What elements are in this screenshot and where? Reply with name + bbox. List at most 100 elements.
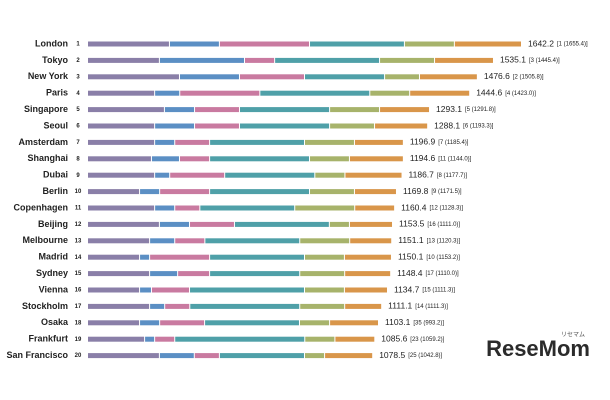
bar-segment [305,74,385,80]
bar-segment [88,107,164,113]
city-label: Copenhagen [13,202,68,212]
bar-segment [380,57,435,63]
bar-segment [179,156,210,162]
previous-label: [9 (1171.5)] [431,189,462,195]
city-label: Seoul [43,120,68,130]
bar-segment [344,254,391,260]
total-label: 1444.6 [476,87,502,97]
city-label: Sydney [36,268,68,278]
bar-segment [299,320,330,326]
bar-segment [330,107,380,113]
total-label: 1642.2 [528,38,554,48]
bar-segment [170,172,225,178]
city-label: Melbourne [22,235,68,245]
bar-segment [325,353,373,359]
bar-segment [315,172,345,178]
previous-label: [14 (1111.3)] [415,304,448,310]
bar-segment [310,189,354,195]
city-label: Paris [46,88,68,98]
bar-segment [219,353,304,359]
rank-label: 17 [75,304,82,310]
rank-label: 5 [76,107,80,113]
bar-segment [88,123,155,129]
bar-segment [155,205,175,211]
bar-segment [165,303,190,309]
bar-segment [305,353,325,359]
bar-segment [354,139,403,145]
bar-segment [380,107,430,113]
previous-label: [12 (1128.3)] [430,206,464,212]
bar-segment [160,189,210,195]
bar-segment [205,238,300,244]
total-label: 1148.4 [397,268,423,278]
rank-label: 19 [75,337,82,343]
rank-label: 11 [75,206,82,212]
total-label: 1476.6 [484,71,510,81]
bar-segment [178,271,210,277]
rank-label: 2 [76,58,80,64]
rank-label: 13 [75,238,82,244]
bar-segment [88,90,155,96]
city-label: Stockholm [22,301,68,311]
bar-segment [345,172,402,178]
previous-label: [13 (1120.3)] [427,238,461,244]
bar-segment [88,254,140,260]
bar-segment [330,320,379,326]
bar-segment [88,320,140,326]
bar-segment [190,287,304,293]
city-label: Tokyo [42,55,68,65]
previous-label: [10 (1153.2)] [426,255,460,261]
previous-label: [6 (1193.3)] [463,124,494,130]
bar-segment [155,90,180,96]
bar-segment [159,221,190,227]
bar-segment [88,57,159,63]
rank-label: 10 [75,189,82,195]
bar-segment [195,107,239,113]
rank-label: 15 [75,271,82,277]
bar-segment [300,303,345,309]
previous-label: [35 (993.2)] [413,320,444,326]
bar-segment [151,156,179,162]
bar-segment [88,156,151,162]
bar-segment [330,123,375,129]
bar-segment [210,139,304,145]
bar-segment [305,254,344,260]
bar-segment [404,41,454,47]
rank-label: 12 [75,222,82,228]
total-label: 1288.1 [434,120,460,130]
bar-segment [150,303,165,309]
bar-segment [150,271,178,277]
bar-segment [150,238,175,244]
bar-segment [140,287,151,293]
previous-label: [3 (1445.4)] [529,58,560,64]
bar-segment [345,271,391,277]
previous-label: [4 (1423.0)] [505,91,536,97]
total-label: 1186.7 [409,169,435,179]
previous-label: [1 (1655.4)] [557,42,588,48]
bar-segment [140,189,160,195]
total-label: 1169.8 [403,186,429,196]
watermark: ReseMom [486,336,590,361]
city-label: San Francisco [6,350,68,360]
bar-segment [195,123,239,129]
rank-label: 3 [76,74,80,80]
rank-label: 1 [76,42,80,48]
rank-label: 7 [76,140,80,146]
bar-segment [151,287,190,293]
previous-label: [23 (1059.2)] [410,337,444,343]
bar-segment [88,172,155,178]
rank-label: 18 [75,320,82,326]
city-label: Osaka [41,317,69,327]
bar-segment [295,205,355,211]
watermark-sub: リセマム [561,332,585,339]
previous-label: [5 (1291.8)] [465,107,496,113]
city-label: Madrid [38,252,68,262]
rank-label: 6 [76,124,80,130]
bar-segment [350,238,392,244]
city-label: Vienna [39,284,69,294]
rank-label: 4 [76,91,80,97]
bar-segment [160,320,205,326]
bar-segment [88,353,159,359]
bar-segment [210,189,310,195]
